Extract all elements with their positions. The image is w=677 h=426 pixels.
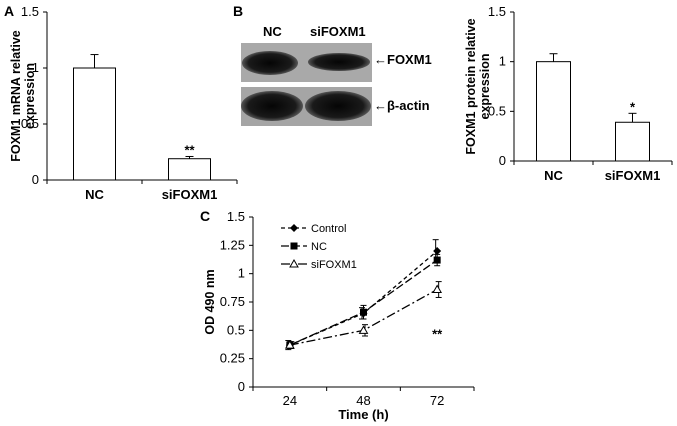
legend-label: NC [311,241,327,253]
data-point [284,340,295,349]
x-tick-label: 48 [356,393,370,408]
y-tick-label: 1.25 [220,237,245,252]
y-axis-label-line: expression [478,53,492,119]
legend-marker [290,224,298,232]
series-nc [286,253,441,349]
bar [615,121,650,162]
y-tick-label: 1.5 [21,4,39,19]
significance-mark: * [630,99,636,114]
y-tick-label: 0 [499,153,506,168]
legend: Control NC siFOXM1 [281,223,357,271]
x-category-label: NC [85,187,104,202]
y-tick-label: 1 [238,266,245,281]
blot-band-label-foxm1: ←FOXM1 [374,52,432,67]
legend-label: Control [311,223,346,235]
legend-marker [289,258,299,268]
y-tick-label: 1 [32,60,39,75]
blot-band-label-beta-actin: ←β-actin [374,98,430,113]
y-axis-label-line: expression [23,63,37,129]
series-sifoxm1 [284,281,443,349]
y-tick-label: 0.25 [220,351,245,366]
bar [536,61,571,162]
data-point [433,247,442,255]
x-category-label: siFOXM1 [162,187,218,202]
band-foxm1-nc [242,51,298,75]
chart-a-mrna-expression: 0 0.5 1 1.5 NC siFOXM1 ** FOXM1 mRNA relativeex… [9,4,238,202]
band-foxm1-sifoxm1 [308,53,370,71]
y-tick-label: 0.5 [488,103,506,118]
band-actin-nc [241,91,303,121]
legend-label: siFOXM1 [311,259,357,271]
x-category-label: siFOXM1 [605,168,661,183]
y-axis-label-line: FOXM1 mRNA relative [9,30,23,162]
y-tick-label: 0 [32,172,39,187]
y-tick-label: 0 [238,379,245,394]
y-tick-label: 1 [499,54,506,69]
panel-label-a: A [4,3,14,19]
bar [73,67,116,181]
chart-b-protein-expression: 0 0.5 1 1.5 NC siFOXM1 * FOXM1 protein relative… [464,4,673,183]
panel-label-b: B [233,3,243,19]
significance-mark: ** [184,142,195,157]
chart-c-growth-curve: 0 0.25 0.5 0.75 1 1.25 1.5 24 48 72 Time (h) OD 490… [203,209,475,422]
data-point [433,256,441,264]
significance-mark: ** [432,326,443,341]
y-axis-label-line: FOXM1 protein relative [464,18,478,154]
x-category-label: NC [544,168,563,183]
bar [168,158,211,181]
legend-marker [290,242,298,250]
data-point [358,325,369,334]
western-blot: NC siFOXM1 ←FOXM1 ←β-actin [241,24,432,126]
band-actin-sifoxm1 [305,91,371,121]
panel-label-c: C [200,208,210,224]
y-tick-label: 1.5 [488,4,506,19]
data-point [360,308,367,316]
y-tick-label: 0.5 [227,322,245,337]
y-tick-label: 0.5 [21,116,39,131]
x-tick-label: 72 [430,393,444,408]
data-point [432,284,443,294]
blot-lane-label-nc: NC [263,24,282,39]
y-tick-label: 1.5 [227,209,245,224]
blot-lane-label-sifoxm1: siFOXM1 [310,24,366,39]
y-axis-label: OD 490 nm [203,269,217,334]
x-tick-label: 24 [283,393,297,408]
y-axis-label: FOXM1 mRNA relativeexpression [9,30,37,162]
x-axis-label: Time (h) [338,407,388,422]
y-tick-label: 0.75 [220,294,245,309]
y-axis-label: FOXM1 protein relativeexpression [464,18,492,154]
